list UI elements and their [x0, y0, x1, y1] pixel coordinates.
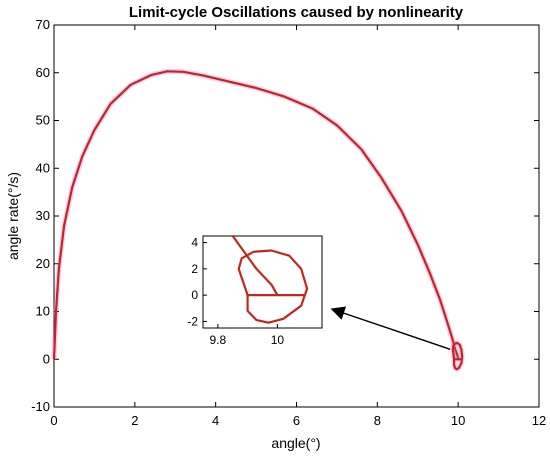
plot-area [53, 24, 540, 408]
y-tick-label: 40 [36, 160, 50, 175]
y-tick-label: 70 [36, 17, 50, 32]
inset-trajectory-line-1 [237, 249, 309, 324]
trajectory-line-1 [451, 341, 464, 371]
inset-x-tick-label: 10 [271, 333, 285, 347]
x-tick-label: 4 [212, 413, 219, 428]
x-tick-label: 0 [50, 413, 57, 428]
y-tick-label: 20 [36, 256, 50, 271]
inset-x-tick-label: 9.8 [210, 333, 227, 347]
inset-plot: 9.8 10 -2 0 2 4 [187, 235, 323, 347]
x-axis-label: angle(°) [271, 435, 320, 451]
x-tick-label: 2 [131, 413, 138, 428]
chart-title: Limit-cycle Oscillations caused by nonli… [129, 4, 464, 21]
inset-y-tick-label: 2 [191, 262, 198, 276]
x-tick-label: 10 [451, 413, 465, 428]
y-axis-label: angle rate(°/s) [5, 172, 21, 260]
trajectory-line-0 [52, 70, 460, 360]
inset-y-ticks: -2 0 2 4 [187, 236, 207, 328]
y-tick-label: 10 [36, 304, 50, 319]
x-tick-label: 6 [293, 413, 300, 428]
inset-trajectory [231, 236, 309, 324]
x-tick-label: 12 [532, 413, 546, 428]
main-trajectory [51, 68, 465, 372]
y-tick-label: 0 [43, 351, 50, 366]
y-tick-label: 50 [36, 113, 50, 128]
inset-y-tick-label: -2 [187, 314, 198, 328]
zoom-arrow [330, 306, 451, 350]
y-tick-label: 60 [36, 65, 50, 80]
x-axis-ticks: 0 2 4 6 8 10 12 [50, 25, 546, 428]
x-tick-label: 8 [374, 413, 381, 428]
y-tick-label: 30 [36, 208, 50, 223]
inset-y-tick-label: 0 [191, 288, 198, 302]
inset-y-tick-label: 4 [191, 236, 198, 250]
inset-x-ticks: 9.8 10 [210, 324, 285, 347]
y-tick-label: -10 [31, 399, 50, 414]
